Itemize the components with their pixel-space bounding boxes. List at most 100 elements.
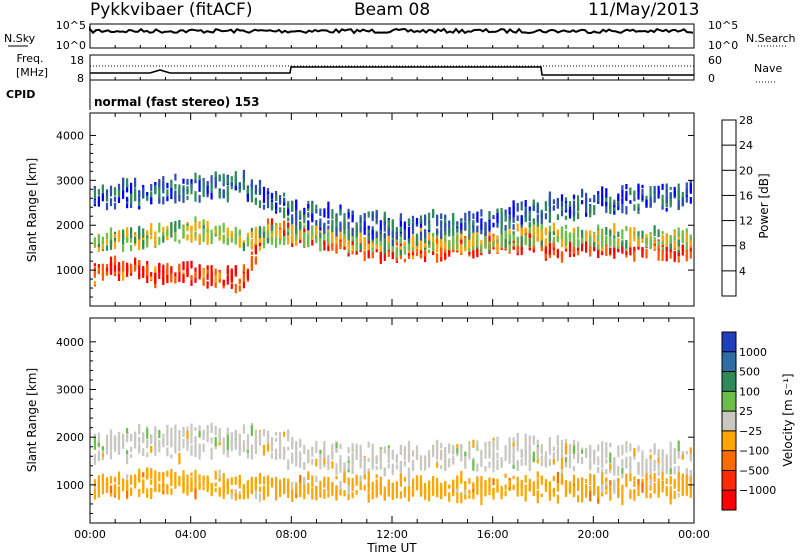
echo-cell xyxy=(109,261,113,272)
echo-cell xyxy=(577,454,580,461)
echo-cell xyxy=(657,191,660,199)
echo-cell xyxy=(210,453,213,460)
echo-cell xyxy=(387,247,390,253)
echo-cell xyxy=(669,486,672,495)
echo-cell xyxy=(419,235,423,246)
echo-cell xyxy=(560,439,564,452)
echo-cell xyxy=(126,474,129,485)
echo-cell xyxy=(105,237,109,245)
echo-cell xyxy=(194,476,197,483)
echo-cell xyxy=(101,446,104,456)
echo-cell xyxy=(287,227,290,233)
echo-cell xyxy=(387,228,390,236)
echo-cell xyxy=(162,176,165,186)
echo-cell xyxy=(536,447,539,459)
echo-cell xyxy=(460,243,463,253)
echo-cell xyxy=(480,229,483,235)
echo-cell xyxy=(621,484,624,491)
echo-cell xyxy=(254,256,257,261)
echo-cell xyxy=(359,457,362,461)
cpid-label: CPID xyxy=(6,88,35,101)
echo-cell xyxy=(488,211,491,221)
echo-cell xyxy=(669,441,672,454)
echo-cell xyxy=(613,238,616,248)
echo-cell xyxy=(504,484,507,490)
echo-cell xyxy=(319,238,322,242)
echo-cell xyxy=(379,229,382,238)
echo-cell xyxy=(645,464,648,469)
echo-cell xyxy=(488,219,491,231)
echo-cell xyxy=(605,206,608,213)
echo-cell xyxy=(633,480,636,487)
echo-cell xyxy=(101,456,104,461)
echo-cell xyxy=(609,492,612,501)
echo-cell xyxy=(347,229,350,236)
echo-cell xyxy=(347,243,350,251)
echo-cell xyxy=(367,228,370,234)
echo-cell xyxy=(311,234,314,240)
echo-cell xyxy=(415,236,419,246)
echo-cell xyxy=(605,188,608,198)
echo-cell xyxy=(480,462,483,467)
echo-cell xyxy=(532,435,535,445)
echo-cell xyxy=(581,188,584,198)
echo-cell xyxy=(593,488,596,495)
echo-cell xyxy=(613,457,616,465)
echo-cell xyxy=(581,492,584,503)
echo-cell xyxy=(556,471,559,483)
echo-cell xyxy=(512,242,515,247)
echo-cell xyxy=(661,235,664,246)
echo-cell xyxy=(178,430,181,441)
echo-cell xyxy=(464,247,467,252)
echo-cell xyxy=(371,229,374,236)
echo-cell xyxy=(444,247,447,259)
echo-cell xyxy=(411,490,415,496)
echo-cell xyxy=(621,204,624,214)
echo-cell xyxy=(524,207,527,217)
echo-cell xyxy=(649,237,652,248)
echo-cell xyxy=(508,453,511,464)
echo-cell xyxy=(238,241,241,245)
echo-cell xyxy=(258,186,262,195)
echo-cell xyxy=(532,235,535,246)
echo-cell xyxy=(287,479,290,489)
echo-cell xyxy=(424,243,427,248)
echo-cell xyxy=(230,232,233,238)
echo-cell xyxy=(138,468,141,478)
echo-cell xyxy=(629,248,632,252)
echo-cell xyxy=(480,221,483,230)
echo-cell xyxy=(581,234,584,244)
echo-cell xyxy=(347,484,350,495)
echo-cell xyxy=(411,251,415,257)
echo-cell xyxy=(403,223,406,230)
echo-cell xyxy=(560,449,564,456)
echo-cell xyxy=(411,459,415,472)
echo-cell xyxy=(315,231,318,242)
echo-cell xyxy=(440,465,443,470)
echo-cell xyxy=(411,450,415,455)
echo-cell xyxy=(371,226,374,232)
beam-title: Beam 08 xyxy=(354,0,431,20)
echo-cell xyxy=(307,486,310,495)
echo-cell xyxy=(142,228,145,235)
echo-cell xyxy=(238,494,241,500)
echo-cell xyxy=(504,473,507,478)
ytick-label: 1000 xyxy=(56,479,84,492)
echo-cell xyxy=(556,480,559,492)
echo-cell xyxy=(327,459,330,470)
echo-cell xyxy=(214,436,217,447)
echo-cell xyxy=(597,193,600,203)
echo-cell xyxy=(93,438,96,450)
echo-cell xyxy=(476,489,479,495)
echo-cell xyxy=(287,491,290,498)
echo-cell xyxy=(492,466,495,473)
echo-cell xyxy=(206,479,209,491)
nsky-panel-frame xyxy=(89,23,695,49)
echo-cell xyxy=(327,481,330,492)
nave-tick-high: 60 xyxy=(708,54,722,67)
echo-cell xyxy=(206,185,209,195)
echo-cell xyxy=(520,235,523,240)
ytick-label: 2000 xyxy=(56,219,84,232)
echo-cell xyxy=(291,200,294,212)
echo-cell xyxy=(399,235,402,244)
